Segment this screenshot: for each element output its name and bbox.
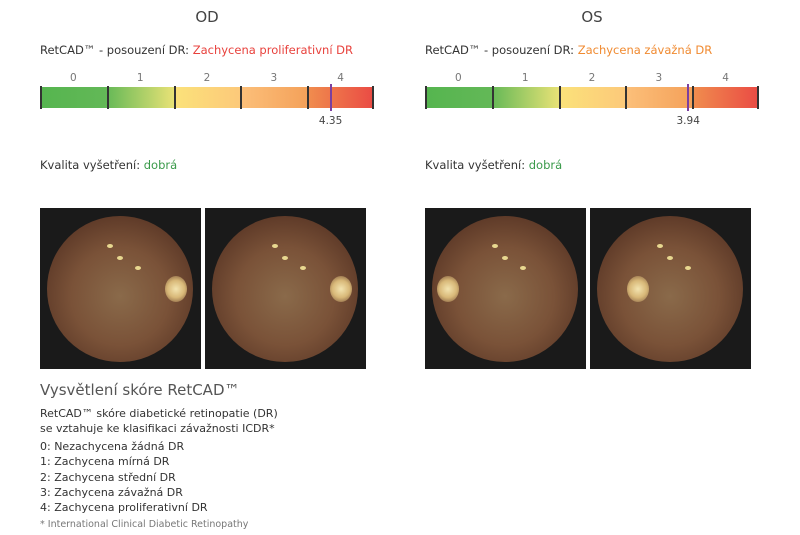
eye-title: OS xyxy=(581,8,603,26)
assessment-label: RetCAD™ - posouzení DR: xyxy=(425,43,578,57)
scale-tick xyxy=(240,86,243,109)
fundus-image[interactable] xyxy=(590,208,751,369)
optic-disc xyxy=(330,276,352,302)
score-segment xyxy=(307,87,374,108)
explanation-intro-1: RetCAD™ skóre diabetické retinopatie (DR… xyxy=(40,407,278,420)
score-value: 4.35 xyxy=(318,115,343,127)
assessment-value: Zachycena proliferativní DR xyxy=(192,43,354,57)
scale-label: 2 xyxy=(203,72,211,84)
quality-value: dobrá xyxy=(528,158,563,172)
score-segment xyxy=(40,87,107,108)
optic-disc xyxy=(627,276,649,302)
scale-tick xyxy=(106,86,109,109)
scale-label: 1 xyxy=(521,72,529,84)
assessment-value: Zachycena závažná DR xyxy=(577,43,713,57)
score-segment xyxy=(106,87,174,108)
scale-label: 1 xyxy=(136,72,144,84)
scale-tick xyxy=(40,86,42,109)
eye-title: OD xyxy=(195,8,219,26)
retina-photo xyxy=(597,216,743,362)
scale-tick xyxy=(173,86,176,109)
assessment-label: RetCAD™ - posouzení DR: xyxy=(40,43,193,57)
exam-quality: Kvalita vyšetření: dobrá xyxy=(40,158,177,172)
explanation-item: 4: Zachycena proliferativní DR xyxy=(40,501,208,515)
score-segment xyxy=(240,87,308,108)
score-segment xyxy=(173,87,241,108)
score-marker xyxy=(329,84,332,111)
scale-label: 0 xyxy=(70,72,77,84)
quality-label: Kvalita vyšetření: xyxy=(40,158,144,172)
explanation-item: 3: Zachycena závažná DR xyxy=(40,485,183,499)
fundus-image[interactable] xyxy=(205,208,366,369)
retina-photo xyxy=(212,216,358,362)
explanation-item: 1: Zachycena mírná DR xyxy=(40,455,170,469)
score-segment xyxy=(491,87,559,108)
scale-tick xyxy=(307,86,310,109)
footnote: * International Clinical Diabetic Retino… xyxy=(40,519,249,530)
score-value: 3.94 xyxy=(676,115,700,127)
scale-tick xyxy=(558,86,561,109)
explanation-item: 0: Nezachycena žádná DR xyxy=(40,440,185,453)
score-bar: 0 1 2 3 4 3.94 xyxy=(425,72,759,127)
quality-value: dobrá xyxy=(143,158,178,172)
quality-label: Kvalita vyšetření: xyxy=(425,158,529,172)
scale-tick xyxy=(692,86,695,109)
explanation-intro-2: se vztahuje ke klasifikaci závažnosti IC… xyxy=(40,422,275,435)
scale-label: 2 xyxy=(588,72,596,84)
scale-label: 4 xyxy=(337,72,344,84)
score-segment xyxy=(425,87,492,108)
score-segment xyxy=(692,87,759,108)
scale-label: 3 xyxy=(655,72,663,84)
retina-photo xyxy=(432,216,578,362)
fundus-image[interactable] xyxy=(425,208,586,369)
optic-disc xyxy=(437,276,459,302)
optic-disc xyxy=(165,276,187,302)
retina-photo xyxy=(47,216,193,362)
explanation-title: Vysvětlení skóre RetCAD™ xyxy=(40,381,240,399)
scale-label: 0 xyxy=(455,72,462,84)
dr-assessment: RetCAD™ - posouzení DR: Zachycena prolif… xyxy=(40,43,353,57)
exam-quality: Kvalita vyšetření: dobrá xyxy=(425,158,562,172)
scale-tick xyxy=(425,86,427,109)
scale-label: 4 xyxy=(722,72,729,84)
score-segment xyxy=(625,87,693,108)
score-segment xyxy=(558,87,626,108)
fundus-image[interactable] xyxy=(40,208,201,369)
scale-label: 3 xyxy=(270,72,278,84)
scale-tick xyxy=(625,86,628,109)
score-marker xyxy=(687,84,690,111)
dr-assessment: RetCAD™ - posouzení DR: Zachycena závažn… xyxy=(425,43,712,57)
scale-tick xyxy=(491,86,494,109)
explanation-item: 2: Zachycena střední DR xyxy=(40,470,176,484)
explanation-list: 0: Nezachycena žádná DR 1: Zachycena mír… xyxy=(40,439,208,515)
scale-tick xyxy=(757,86,759,109)
score-bar: 0 1 2 3 4 4.35 xyxy=(40,72,374,127)
scale-tick xyxy=(372,86,374,109)
